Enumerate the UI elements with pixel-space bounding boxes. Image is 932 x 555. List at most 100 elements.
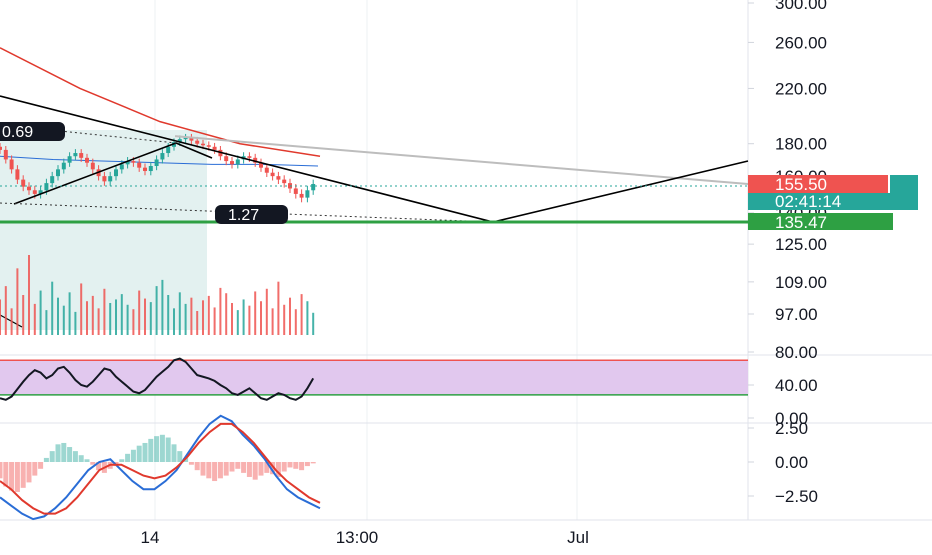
volume-bar [132,309,135,335]
ratio-label-lower: 1.27 [228,207,259,224]
macd-histogram-bar [258,462,264,476]
candle-body [38,190,43,194]
volume-bar [45,310,48,335]
macd-histogram-bar [148,438,154,462]
candle-body [282,179,287,184]
rsi-tick-label: 0.00 [775,409,808,428]
volume-bar [62,305,65,335]
macd-tick-label: 0.00 [775,453,808,472]
macd-histogram-bar [287,462,293,468]
countdown-badge-bg [748,193,918,210]
volume-bar [22,295,25,335]
macd-histogram-bar [90,462,96,465]
macd-histogram-bar [200,462,206,476]
candle-body [108,176,113,182]
candle-body [50,176,55,184]
volume-bar [294,309,297,335]
price-tick-label: 180.00 [775,135,827,154]
macd-histogram-bar [217,462,223,479]
countdown-value: 02:41:14 [775,192,841,211]
macd-histogram-bar [304,462,310,467]
candle-body [3,149,8,160]
volume-bar [144,298,146,335]
candle-body [212,146,217,150]
volume-bar [312,312,315,335]
macd-histogram-bar [299,462,305,471]
candle-body [195,140,200,144]
volume-bar [236,310,239,335]
current-price-value: 155.50 [775,175,827,194]
volume-bar [225,293,228,335]
macd-histogram-bar [55,444,61,462]
macd-histogram-bar [125,453,131,462]
macd-histogram-bar [212,462,218,482]
candle-body [253,157,258,163]
volume-bar [254,291,257,335]
time-tick-label: Jul [567,528,589,547]
candle-body [15,169,20,180]
candle-body [21,179,26,187]
volume-bar [265,288,268,335]
macd-histogram-bar [229,462,235,472]
macd-histogram-bar [241,462,247,473]
volume-bar [103,288,106,335]
macd-histogram-bar [194,462,200,471]
candle-body [230,161,234,165]
macd-histogram-bar [142,442,148,462]
time-tick-label: 13:00 [336,528,379,547]
volume-bar [184,303,187,335]
ratio-label-upper: 0.69 [2,124,33,141]
candle-body [137,162,142,168]
rsi-line [0,357,315,401]
volume-bar [39,290,42,335]
volume-bar [138,290,141,335]
candle-body [276,176,281,180]
candle-body [259,162,263,168]
macd-histogram-bar [154,436,160,462]
candle-body [293,188,298,194]
macd-histogram-bar [159,434,165,462]
countdown-badge-tab [890,175,918,193]
volume-bar [33,303,36,335]
macd-signal-line [0,422,321,515]
support-badge-bg [748,213,893,230]
candle-body [27,186,31,191]
candle-body [305,190,310,198]
volume-bar [248,305,251,335]
macd-histogram-bar [188,462,194,465]
macd-histogram-bar [281,462,287,472]
time-tick-label: 14 [141,528,160,547]
candle-body [148,166,153,172]
candle-body [177,139,182,143]
volume-bar [155,286,158,335]
candle-body [166,146,171,154]
volume-bar [207,295,210,335]
macd-histogram-bar [96,462,102,471]
macd-histogram-bar [183,457,189,462]
volume-bar [10,308,13,335]
volume-bar [306,301,309,335]
macd-histogram-bar [72,451,78,462]
macd-histogram-bar [43,457,49,462]
volume-bar [126,304,129,335]
candle-body [235,159,240,165]
macd-histogram-bar [61,442,67,462]
macd-histogram-bar [78,455,84,462]
volume-bar [51,281,54,335]
macd-histogram-bar [293,462,299,469]
volume-bar [178,292,181,335]
volume-bar [231,303,233,335]
macd-histogram-bar [177,451,183,462]
ratio-label-bg-upper [0,122,65,141]
macd-tick-label: −2.50 [775,487,818,506]
moving-average-red [0,47,321,157]
volume-bar [120,294,123,335]
volume-bar [86,301,88,335]
rsi-tick-label: 80.00 [775,343,818,362]
candle-body [119,164,124,170]
candle-body [61,162,66,170]
volume-bar [57,297,59,335]
candle-body [90,162,95,170]
